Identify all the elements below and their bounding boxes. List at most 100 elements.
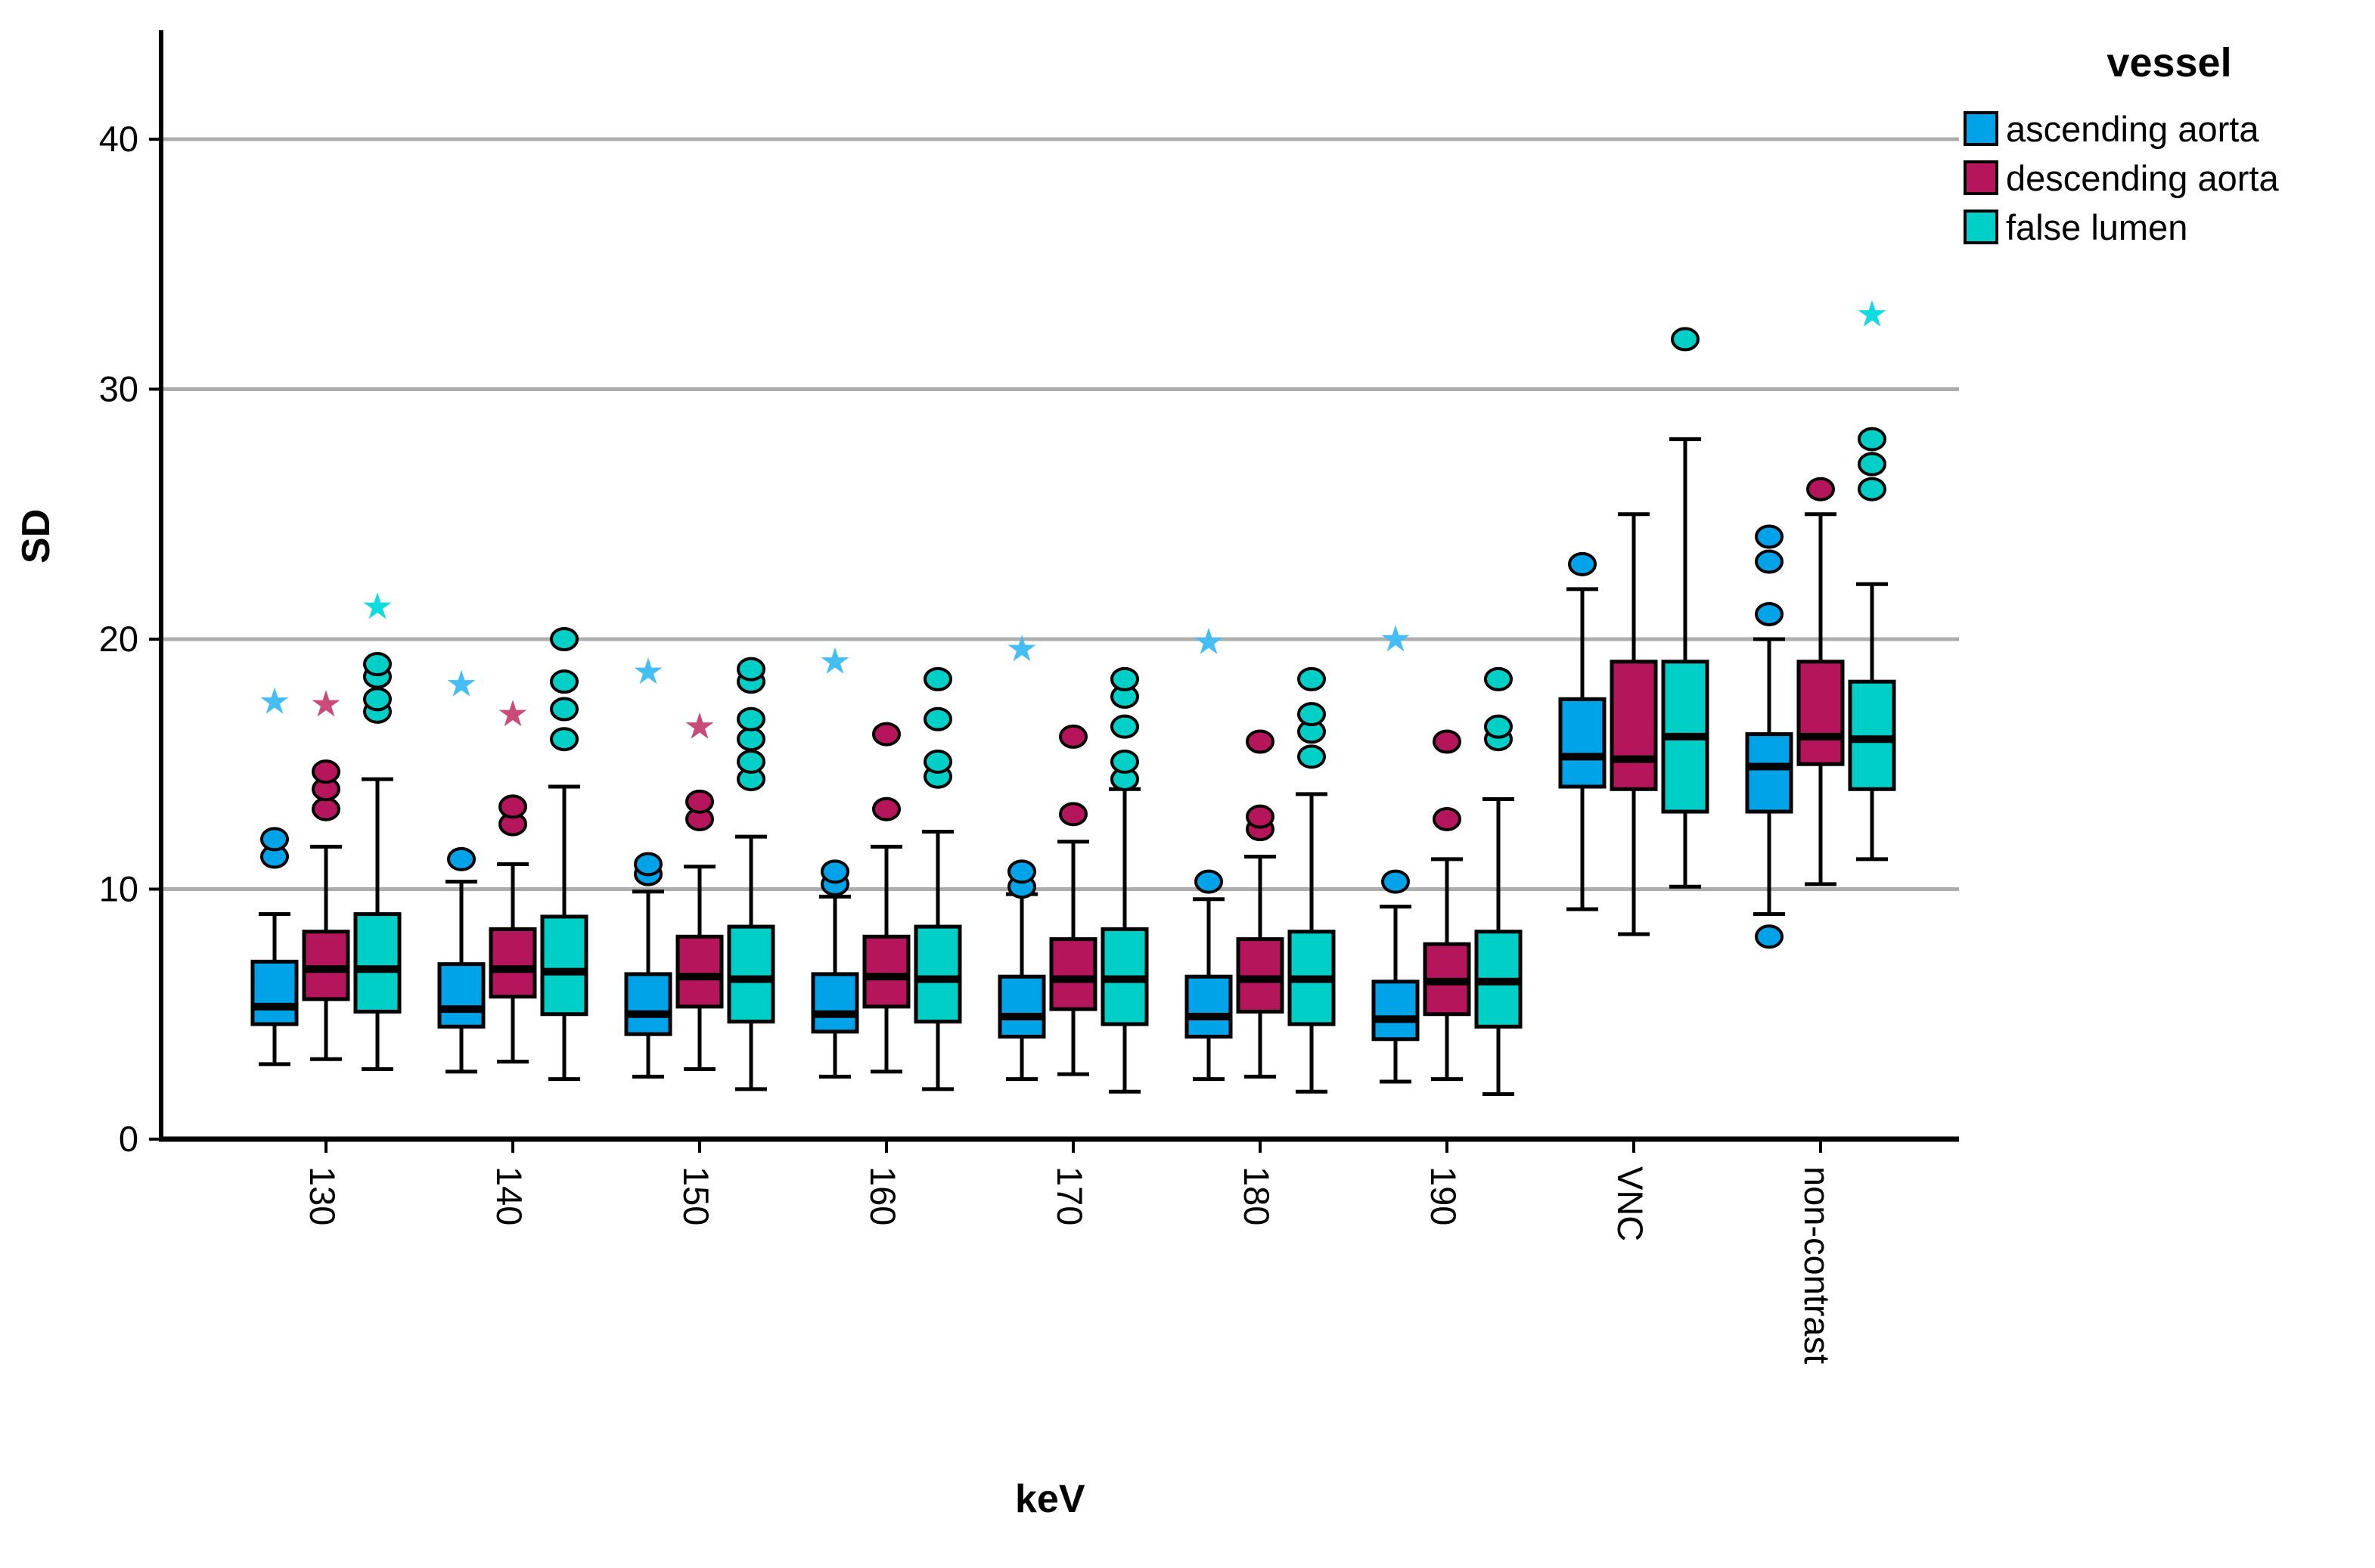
outlier-dot	[363, 652, 392, 677]
legend-label: false lumen	[2006, 206, 2188, 247]
box-non-contrast-descending aorta	[1796, 660, 1845, 766]
outlier-dot	[1433, 806, 1461, 831]
outlier-dot	[550, 697, 579, 722]
box-160-false lumen	[914, 924, 962, 1024]
x-tick-label-140: 140	[489, 1166, 529, 1225]
legend-swatch-ascending-aorta	[1964, 111, 1998, 146]
extreme-star: ★	[632, 650, 664, 693]
outlier-dot	[1297, 744, 1326, 769]
box-180-ascending aorta	[1184, 974, 1233, 1039]
box-160-ascending aorta	[811, 972, 859, 1034]
legend-item-descending-aorta: descending aorta	[1964, 157, 2375, 199]
x-axis-title: keV	[1015, 1477, 1085, 1521]
x-tick-label-180: 180	[1237, 1166, 1277, 1225]
y-tick-label: 40	[99, 119, 138, 159]
extreme-star: ★	[258, 681, 290, 723]
x-tick-label-190: 190	[1423, 1166, 1464, 1225]
box-VNC-descending aorta	[1610, 660, 1658, 791]
y-axis-title: SD	[14, 508, 58, 564]
box-VNC-ascending aorta	[1558, 697, 1607, 789]
box-140-false lumen	[540, 914, 588, 1017]
outlier-dot	[1806, 477, 1835, 501]
legend-label: descending aorta	[2006, 157, 2279, 198]
outlier-dot	[1484, 666, 1513, 691]
legend-item-false-lumen: false lumen	[1964, 206, 2375, 248]
box-150-ascending aorta	[624, 972, 672, 1036]
box-170-descending aorta	[1049, 937, 1097, 1011]
y-tick-label: 10	[99, 869, 138, 909]
outlier-dot	[924, 749, 952, 774]
legend-swatch-false-lumen	[1964, 210, 1998, 244]
outlier-dot	[498, 794, 527, 819]
outlier-dot	[872, 722, 901, 747]
outlier-dot	[1110, 714, 1139, 739]
outlier-dot	[1484, 714, 1513, 739]
outlier-dot	[1755, 549, 1784, 574]
box-130-false lumen	[353, 912, 402, 1014]
box-140-ascending aorta	[437, 962, 486, 1029]
legend-title: vessel	[2106, 40, 2232, 85]
outlier-dot	[1297, 702, 1326, 727]
outlier-dot	[1110, 749, 1139, 774]
box-190-ascending aorta	[1371, 980, 1420, 1042]
x-tick-label-150: 150	[676, 1166, 716, 1225]
legend-label: ascending aorta	[2006, 108, 2259, 149]
x-tick-label-130: 130	[303, 1166, 343, 1225]
outlier-dot	[737, 727, 765, 752]
outlier-dot	[363, 687, 392, 712]
outlier-dot	[1246, 804, 1274, 829]
outlier-dot	[1246, 729, 1274, 754]
y-tick-label: 20	[99, 619, 138, 659]
outlier-dot	[1194, 869, 1223, 894]
outlier-dot	[872, 796, 901, 821]
outlier-dot	[1755, 524, 1784, 549]
outlier-dot	[737, 749, 765, 774]
outlier-dot	[1007, 859, 1036, 884]
y-tick-label: 0	[119, 1119, 138, 1159]
outlier-dot	[924, 706, 952, 731]
extreme-star: ★	[309, 683, 342, 725]
x-tick-label-170: 170	[1050, 1166, 1090, 1225]
outlier-dot	[924, 666, 952, 691]
y-tick-label: 30	[99, 369, 138, 409]
outlier-dot	[1671, 327, 1700, 352]
extreme-star: ★	[1192, 620, 1225, 663]
extreme-star: ★	[1855, 293, 1888, 335]
outlier-dot	[550, 669, 579, 694]
box-150-descending aorta	[675, 934, 724, 1009]
outlier-dot	[737, 706, 765, 731]
outlier-dot	[737, 657, 765, 682]
outlier-dot	[312, 796, 340, 821]
outlier-dot	[821, 859, 849, 884]
outlier-dot	[1755, 924, 1784, 949]
x-tick-label-non-contrast: non-contrast	[1797, 1166, 1837, 1364]
extreme-star: ★	[1379, 618, 1411, 660]
box-160-descending aorta	[862, 934, 911, 1009]
outlier-dot	[1110, 666, 1139, 691]
outlier-dot	[1858, 452, 1886, 477]
outlier-dot	[1568, 551, 1597, 576]
legend-swatch-descending-aorta	[1964, 160, 1998, 195]
outlier-dot	[447, 846, 476, 871]
outlier-dot	[260, 827, 289, 852]
x-tick-label-160: 160	[863, 1166, 903, 1225]
outlier-dot	[1381, 869, 1410, 894]
extreme-star: ★	[1005, 628, 1038, 670]
box-170-ascending aorta	[998, 974, 1046, 1039]
extreme-star: ★	[683, 706, 716, 748]
outlier-dot	[1059, 802, 1088, 827]
extreme-star: ★	[496, 693, 529, 735]
outlier-dot	[685, 789, 714, 814]
outlier-dot	[1755, 601, 1784, 626]
outlier-dot	[550, 627, 579, 651]
box-non-contrast-ascending aorta	[1745, 732, 1793, 814]
box-150-false lumen	[727, 924, 775, 1024]
extreme-star: ★	[361, 585, 393, 628]
outlier-dot	[1297, 666, 1326, 691]
legend: vessel ascending aorta descending aorta …	[1964, 39, 2375, 255]
outlier-dot	[1059, 724, 1088, 749]
outlier-dot	[550, 727, 579, 752]
legend-item-ascending-aorta: ascending aorta	[1964, 107, 2375, 150]
extreme-star: ★	[818, 641, 851, 683]
